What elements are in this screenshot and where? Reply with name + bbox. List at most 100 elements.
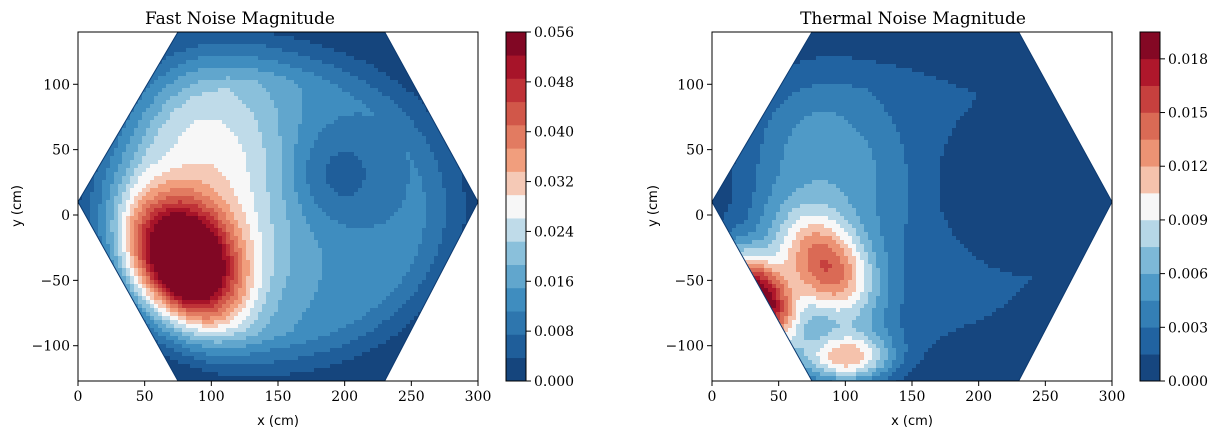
contour-cell	[250, 204, 255, 209]
contour-cell	[278, 84, 283, 89]
contour-cell	[206, 188, 211, 193]
contour-cell	[86, 124, 91, 129]
contour-cell	[82, 144, 87, 149]
contour-cell	[130, 176, 135, 181]
contour-cell	[230, 236, 235, 241]
contour-cell	[242, 168, 247, 173]
contour-cell	[138, 88, 143, 93]
contour-cell	[230, 32, 235, 37]
contour-cell	[234, 48, 239, 53]
contour-cell	[242, 220, 247, 225]
contour-cell	[142, 248, 147, 253]
contour-cell	[98, 172, 103, 177]
contour-cell	[126, 268, 131, 273]
contour-cell	[278, 80, 283, 85]
contour-cell	[134, 344, 139, 349]
contour-cell	[94, 76, 99, 81]
contour-cell	[146, 352, 151, 357]
contour-cell	[254, 196, 259, 201]
contour-cell	[298, 212, 303, 217]
contour-cell	[118, 284, 123, 289]
contour-cell	[170, 76, 175, 81]
contour-cell	[102, 48, 107, 53]
contour-cell	[126, 164, 131, 169]
contour-cell	[210, 324, 215, 329]
contour-cell	[206, 196, 211, 201]
contour-cell	[202, 268, 207, 273]
contour-cell	[142, 332, 147, 337]
contour-cell	[210, 84, 215, 89]
contour-cell	[294, 116, 299, 121]
contour-cell	[218, 156, 223, 161]
contour-cell	[210, 132, 215, 137]
contour-cell	[246, 48, 251, 53]
contour-cell	[102, 124, 107, 129]
contour-cell	[274, 180, 279, 185]
contour-cell	[130, 304, 135, 309]
contour-cell	[230, 224, 235, 229]
contour-cell	[142, 124, 147, 129]
contour-cell	[138, 196, 143, 201]
contour-cell	[158, 280, 163, 285]
contour-cell	[222, 164, 227, 169]
contour-cell	[202, 44, 207, 49]
contour-cell	[86, 296, 91, 301]
contour-cell	[226, 220, 231, 225]
contour-cell	[94, 296, 99, 301]
contour-cell	[222, 272, 227, 277]
contour-cell	[78, 220, 83, 225]
contour-cell	[90, 316, 95, 321]
contour-cell	[266, 140, 271, 145]
contour-cell	[266, 104, 271, 109]
contour-cell	[198, 356, 203, 361]
contour-cell	[98, 332, 103, 337]
contour-cell	[302, 236, 307, 241]
contour-cell	[282, 132, 287, 137]
contour-cell	[214, 180, 219, 185]
contour-cell	[282, 264, 287, 269]
contour-cell	[134, 328, 139, 333]
contour-cell	[230, 100, 235, 105]
contour-cell	[154, 144, 159, 149]
contour-cell	[78, 144, 83, 149]
contour-cell	[194, 32, 199, 37]
contour-cell	[134, 188, 139, 193]
contour-cell	[206, 100, 211, 105]
contour-cell	[222, 260, 227, 265]
contour-cell	[118, 148, 123, 153]
contour-cell	[282, 248, 287, 253]
fast-noise-panel: Fast Noise Magnitude 0 50 100 150 200 250 300−…	[10, 9, 574, 429]
contour-cell	[266, 224, 271, 229]
contour-cell	[90, 312, 95, 317]
contour-cell	[182, 352, 187, 357]
contour-cell	[274, 232, 279, 237]
contour-cell	[178, 176, 183, 181]
contour-cell	[242, 236, 247, 241]
contour-cell	[138, 268, 143, 273]
contour-cell	[218, 368, 223, 373]
contour-cell	[202, 308, 207, 313]
contour-cell	[106, 324, 111, 329]
contour-cell	[98, 228, 103, 233]
contour-cell	[194, 316, 199, 321]
contour-cell	[102, 204, 107, 209]
contour-cell	[82, 232, 87, 237]
contour-cell	[198, 84, 203, 89]
contour-cell	[114, 92, 119, 97]
contour-cell	[266, 192, 271, 197]
contour-cell	[226, 224, 231, 229]
contour-cell	[218, 112, 223, 117]
contour-cell	[230, 76, 235, 81]
contour-cell	[262, 128, 267, 133]
contour-cell	[110, 196, 115, 201]
contour-cell	[266, 200, 271, 205]
contour-cell	[126, 32, 131, 37]
contour-cell	[210, 172, 215, 177]
contour-cell	[126, 272, 131, 277]
contour-cell	[238, 104, 243, 109]
contour-cell	[254, 216, 259, 221]
contour-cell	[246, 120, 251, 125]
contour-cell	[222, 108, 227, 113]
contour-cell	[166, 116, 171, 121]
contour-cell	[94, 372, 99, 377]
